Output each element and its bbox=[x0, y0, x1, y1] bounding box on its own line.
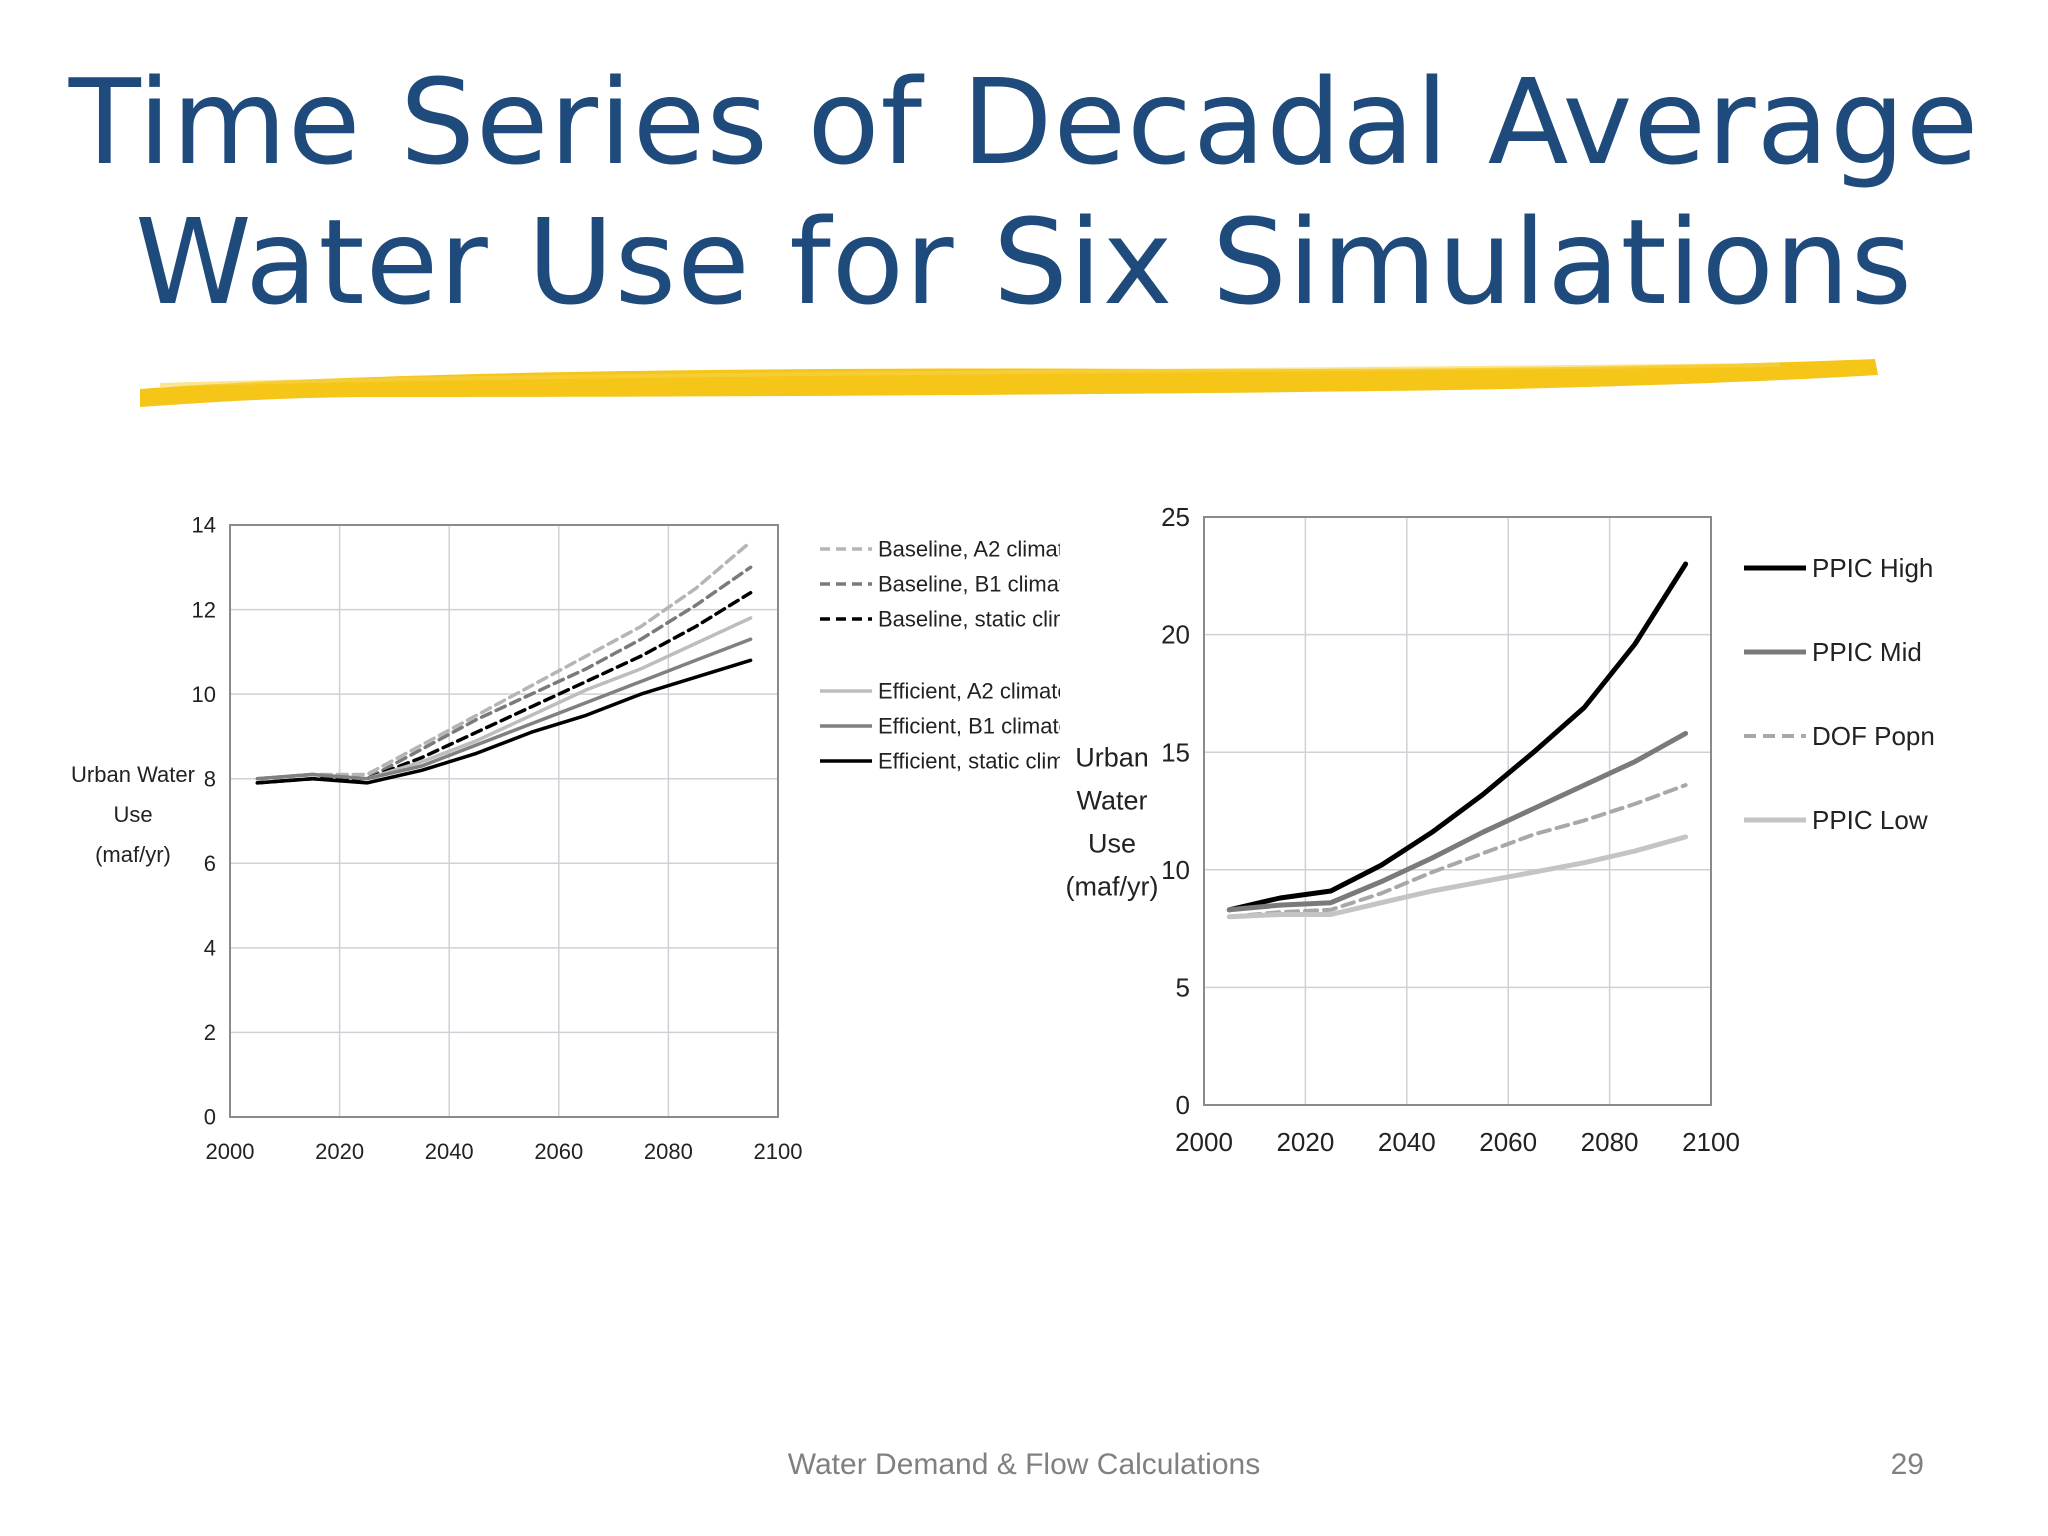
legend-label: PPIC High bbox=[1812, 553, 1933, 583]
legend-label: Efficient, A2 climate bbox=[878, 679, 1060, 704]
y-axis-label-line: Urban bbox=[1075, 743, 1149, 773]
footer-text: Water Demand & Flow Calculations bbox=[787, 1448, 1261, 1481]
y-tick-label: 0 bbox=[204, 1105, 216, 1130]
slide-title: Time Series of Decadal Average Water Use… bbox=[0, 52, 2048, 332]
x-tick-label: 2020 bbox=[1276, 1127, 1334, 1157]
y-tick-label: 0 bbox=[1176, 1090, 1190, 1120]
x-tick-label: 2000 bbox=[1175, 1127, 1233, 1157]
title-underline-brush bbox=[140, 359, 1878, 407]
series-line bbox=[255, 590, 753, 785]
series-line bbox=[1226, 834, 1689, 920]
x-tick-label: 2100 bbox=[1682, 1127, 1740, 1157]
y-tick-label: 10 bbox=[1161, 855, 1190, 885]
title-line-2: Water Use for Six Simulations bbox=[134, 193, 1914, 331]
y-tick-label: 25 bbox=[1161, 502, 1190, 532]
series-line bbox=[255, 565, 753, 781]
y-axis-label-line: (maf/yr) bbox=[1066, 872, 1159, 902]
y-tick-label: 6 bbox=[204, 851, 216, 876]
x-tick-label: 2080 bbox=[1581, 1127, 1639, 1157]
legend-label: Efficient, static climate bbox=[878, 749, 1060, 774]
legend-label: DOF Popn bbox=[1812, 721, 1935, 751]
plot-frame bbox=[1203, 516, 1712, 1106]
y-axis-label-line: (maf/yr) bbox=[95, 842, 171, 867]
series-line bbox=[255, 540, 753, 781]
series-line bbox=[255, 637, 753, 781]
y-axis-label-line: Urban Water bbox=[71, 762, 195, 787]
x-tick-label: 2040 bbox=[425, 1139, 474, 1164]
y-tick-label: 20 bbox=[1161, 620, 1190, 650]
chart-left: 2000 2020 2040 2060 2080 2100 0 2 4 6 8 10 12 14 Urban… bbox=[71, 513, 1060, 1164]
legend-label: PPIC Mid bbox=[1812, 637, 1922, 667]
legend-label: PPIC Low bbox=[1812, 805, 1928, 835]
y-tick-label: 8 bbox=[204, 766, 216, 791]
y-tick-label: 4 bbox=[204, 936, 216, 961]
y-axis-label-line: Use bbox=[1088, 829, 1136, 859]
x-tick-label: 2040 bbox=[1378, 1127, 1436, 1157]
title-line-1: Time Series of Decadal Average bbox=[68, 53, 1980, 191]
legend-label: Baseline, A2 climate bbox=[878, 537, 1060, 562]
x-tick-label: 2100 bbox=[754, 1139, 803, 1164]
x-tick-label: 2080 bbox=[644, 1139, 693, 1164]
y-tick-label: 14 bbox=[192, 513, 216, 538]
series-line bbox=[1226, 561, 1689, 913]
x-tick-label: 2000 bbox=[206, 1139, 255, 1164]
x-tick-label: 2060 bbox=[1479, 1127, 1537, 1157]
legend-label: Efficient, B1 climate bbox=[878, 714, 1060, 739]
y-tick-label: 5 bbox=[1176, 973, 1190, 1003]
legend-label: Baseline, static climate bbox=[878, 607, 1060, 632]
series-line bbox=[255, 658, 753, 785]
series-line bbox=[1227, 783, 1688, 919]
page-number: 29 bbox=[1890, 1448, 1924, 1481]
series-line bbox=[255, 616, 753, 781]
y-axis-label-line: Use bbox=[113, 802, 152, 827]
y-tick-label: 10 bbox=[192, 682, 216, 707]
x-tick-label: 2020 bbox=[315, 1139, 364, 1164]
series-line bbox=[1226, 730, 1689, 913]
x-tick-label: 2060 bbox=[534, 1139, 583, 1164]
y-tick-label: 15 bbox=[1161, 737, 1190, 767]
plot-frame bbox=[229, 524, 779, 1118]
y-tick-label: 12 bbox=[192, 597, 216, 622]
chart-right: 2000 2020 2040 2060 2080 2100 0 5 10 15 20 25 Urban W… bbox=[1066, 502, 1935, 1157]
legend-label: Baseline, B1 climate bbox=[878, 572, 1060, 597]
y-axis-label-line: Water bbox=[1076, 786, 1147, 816]
y-tick-label: 2 bbox=[204, 1020, 216, 1045]
